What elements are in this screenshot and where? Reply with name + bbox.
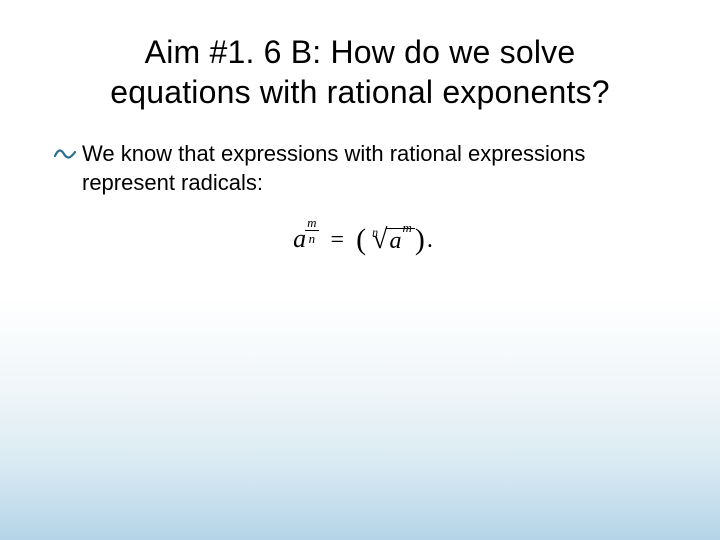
radicand-base: a xyxy=(389,228,401,255)
radicand-wrap: a m xyxy=(387,226,414,255)
body-content: We know that expressions with rational e… xyxy=(48,140,672,255)
equals-sign: = xyxy=(325,227,351,254)
right-paren: ) xyxy=(415,225,425,255)
radicand: a m xyxy=(389,226,410,255)
bullet-item: We know that expressions with rational e… xyxy=(54,140,672,197)
bullet-text: We know that expressions with rational e… xyxy=(82,140,672,197)
formula: a m n = ( n √ xyxy=(293,225,433,255)
exp-denominator: n xyxy=(307,231,318,245)
radical-group: n √ a m xyxy=(366,226,415,255)
rhs: ( n √ a m ) . xyxy=(356,225,433,255)
radical-symbol: √ xyxy=(372,226,387,254)
slide-title: Aim #1. 6 B: How do we solve equations w… xyxy=(78,32,642,112)
wave-bullet-icon xyxy=(54,146,76,167)
formula-period: . xyxy=(427,227,433,254)
left-paren: ( xyxy=(356,225,366,255)
slide: Aim #1. 6 B: How do we solve equations w… xyxy=(0,0,720,540)
exp-numerator: m xyxy=(305,216,318,230)
lhs: a m n xyxy=(293,226,318,255)
radicand-exponent: m xyxy=(402,220,411,236)
formula-container: a m n = ( n √ xyxy=(54,225,672,255)
exponent-fraction: m n xyxy=(305,216,318,245)
